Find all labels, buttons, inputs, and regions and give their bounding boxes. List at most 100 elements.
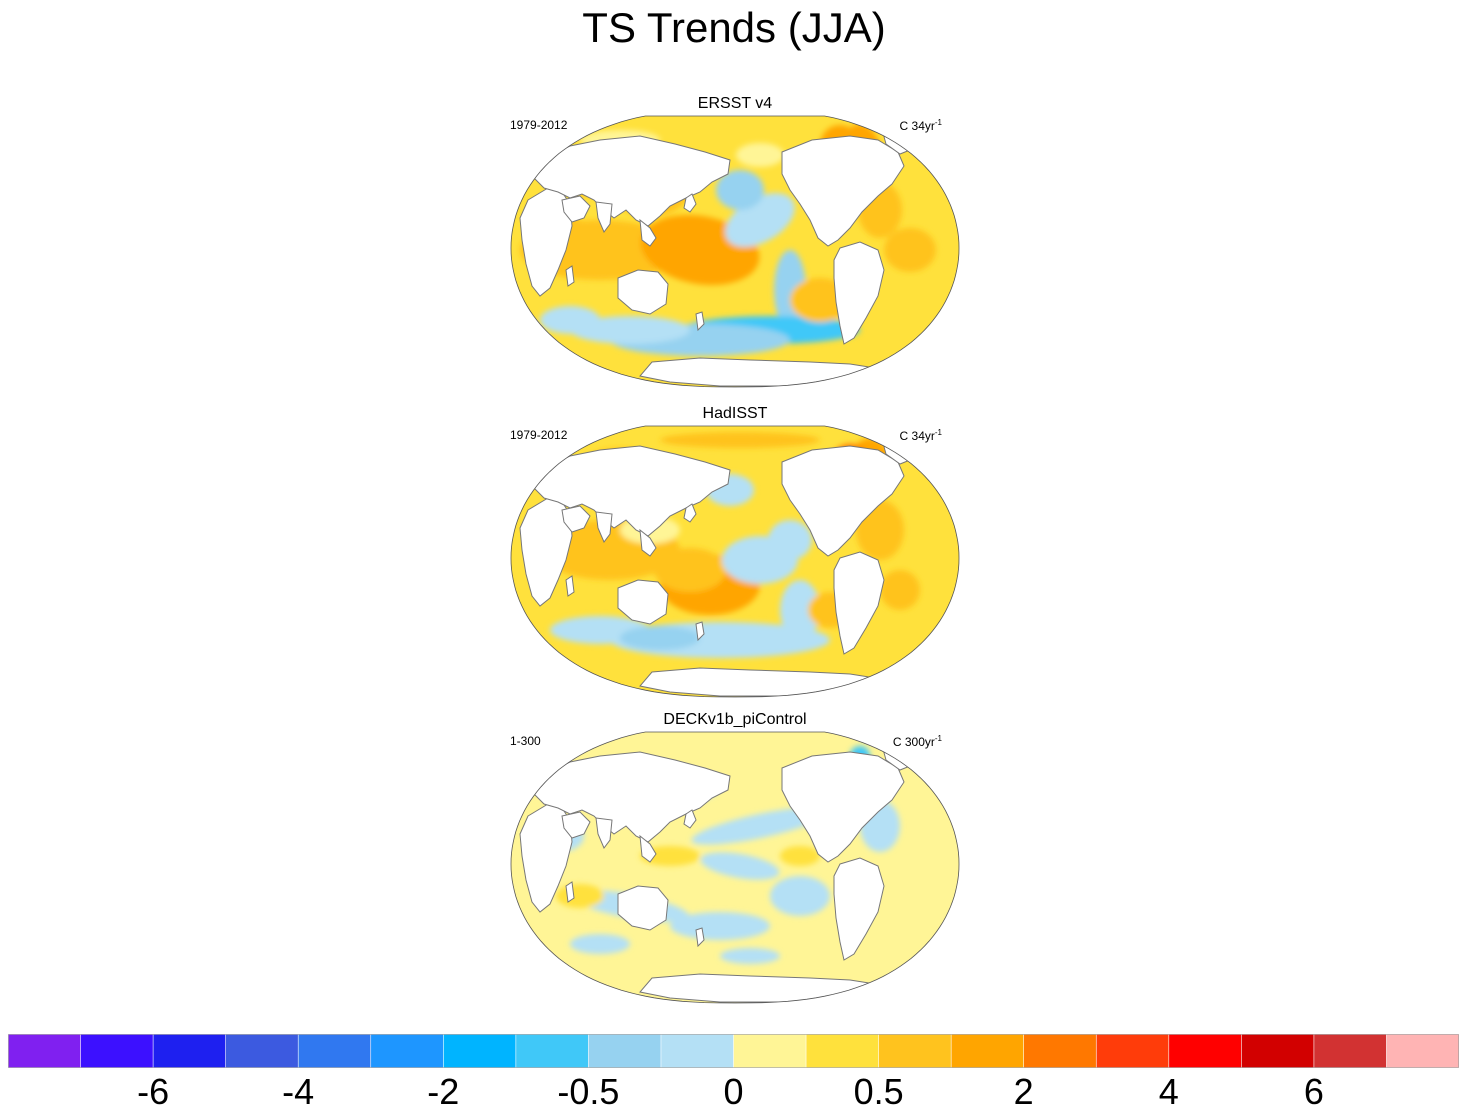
- world-map-robinson: [510, 425, 960, 698]
- colorbar-tick-label: 0.5: [853, 1071, 904, 1112]
- ocean-field: [511, 116, 959, 387]
- continent-southamerica: [833, 551, 885, 655]
- colorbar-swatch: [660, 1034, 735, 1068]
- continent-nz: [695, 927, 705, 948]
- anomaly-patch: [880, 570, 920, 610]
- continent-india: [595, 201, 613, 233]
- panel-units: C 34yr-1: [899, 118, 942, 133]
- colorbar-tick-label: 0: [723, 1071, 744, 1112]
- figure-title: TS Trends (JJA): [582, 4, 886, 51]
- globe-outline: [510, 115, 960, 388]
- continent-madagascar: [565, 265, 575, 287]
- continent-australia: [617, 885, 669, 931]
- anomaly-patch: [640, 846, 700, 866]
- anomaly-patch: [556, 884, 604, 908]
- globe-outline: [510, 731, 960, 1004]
- anomaly-patch: [670, 912, 770, 940]
- colorbar-swatch: [588, 1034, 662, 1068]
- panel-title: DECKv1b_piControl: [663, 711, 807, 728]
- colorbar-swatch: [442, 1034, 517, 1068]
- colorbar: [8, 1034, 1459, 1068]
- colorbar-swatch: [297, 1034, 372, 1068]
- land: [519, 733, 929, 1003]
- colorbar-swatch: [152, 1034, 227, 1068]
- continent-seasia: [639, 218, 657, 247]
- colorbar-tick-label: 4: [1158, 1071, 1179, 1112]
- panel-title: ERSST v4: [697, 95, 773, 112]
- ocean-field: [511, 426, 959, 697]
- anomaly-patch: [768, 520, 812, 560]
- anomaly-patch: [570, 316, 690, 344]
- colorbar-tick-label: 2: [1013, 1071, 1034, 1112]
- colorbar-swatch: [370, 1034, 445, 1068]
- world-map-robinson: [510, 731, 960, 1004]
- continent-southamerica: [833, 857, 885, 961]
- anomaly-patch: [884, 228, 936, 272]
- colorbar-swatch: [1095, 1034, 1170, 1068]
- panel-period: 1979-2012: [510, 118, 568, 132]
- continent-india: [595, 817, 613, 849]
- continent-australia: [617, 269, 669, 315]
- colorbar-swatch: [515, 1034, 590, 1068]
- panel-units: C 300yr-1: [892, 734, 942, 749]
- continent-japan: [683, 503, 697, 523]
- continent-india: [595, 511, 613, 543]
- colorbar-tick-label: -6: [137, 1071, 170, 1112]
- continent-arabia: [561, 505, 591, 533]
- anomaly-patch: [716, 170, 764, 210]
- anomaly-patch: [780, 846, 820, 866]
- map-panel-hadisst: HadISST 1979-2012 C 34yr-1: [500, 405, 970, 715]
- colorbar-tick-label: 6: [1303, 1071, 1324, 1112]
- land: [519, 427, 929, 697]
- anomaly-patch: [720, 948, 780, 964]
- anomaly-patch: [540, 306, 600, 334]
- ocean-field: [511, 732, 959, 1003]
- continent-japan: [683, 193, 697, 213]
- colorbar-swatch: [733, 1034, 807, 1068]
- colorbar-swatch: [1313, 1034, 1388, 1068]
- colorbar-border: [8, 1034, 1459, 1068]
- anomaly-patch: [691, 807, 829, 845]
- panel-period: 1979-2012: [510, 428, 568, 442]
- colorbar-swatch: [950, 1034, 1025, 1068]
- continent-nz: [695, 621, 705, 642]
- colorbar-swatch: [1241, 1034, 1315, 1068]
- continent-seasia: [639, 528, 657, 557]
- colorbar-swatch: [1386, 1034, 1459, 1068]
- world-map-robinson: [510, 115, 960, 388]
- anomaly-patch: [570, 934, 630, 954]
- land: [519, 117, 929, 387]
- colorbar-swatch: [878, 1034, 952, 1068]
- continent-australia: [617, 579, 669, 625]
- continent-nz: [695, 311, 705, 332]
- map-panel-picontrol: DECKv1b_piControl 1-300 C 300yr-1: [500, 711, 970, 1021]
- colorbar-tick-label: -2: [427, 1071, 460, 1112]
- continent-arabia: [561, 195, 591, 223]
- anomaly-patch: [654, 548, 726, 592]
- colorbar-tick-label: -0.5: [557, 1071, 620, 1112]
- colorbar-swatch: [1168, 1034, 1243, 1068]
- anomaly-patch: [736, 143, 784, 167]
- colorbar-swatch: [1023, 1034, 1098, 1068]
- colorbar-swatch: [8, 1034, 82, 1068]
- continent-arabia: [561, 811, 591, 839]
- colorbar-tick-label: -4: [282, 1071, 315, 1112]
- globe-outline: [510, 425, 960, 698]
- continent-madagascar: [565, 881, 575, 903]
- anomaly-patch: [674, 242, 746, 278]
- panel-period: 1-300: [510, 734, 541, 748]
- anomaly-patch: [780, 580, 820, 640]
- continent-northamerica: [781, 135, 905, 247]
- map-panel-ersst: ERSST v4 1979-2012 C 34yr-1: [500, 95, 970, 405]
- continent-seasia: [639, 834, 657, 863]
- continent-madagascar: [565, 575, 575, 597]
- panel-units: C 34yr-1: [899, 428, 942, 443]
- panel-title: HadISST: [702, 405, 768, 422]
- continent-northamerica: [781, 445, 905, 557]
- colorbar-swatch: [805, 1034, 880, 1068]
- continent-japan: [683, 809, 697, 829]
- anomaly-patch: [660, 432, 820, 448]
- continent-southamerica: [833, 241, 885, 345]
- colorbar-swatch: [80, 1034, 154, 1068]
